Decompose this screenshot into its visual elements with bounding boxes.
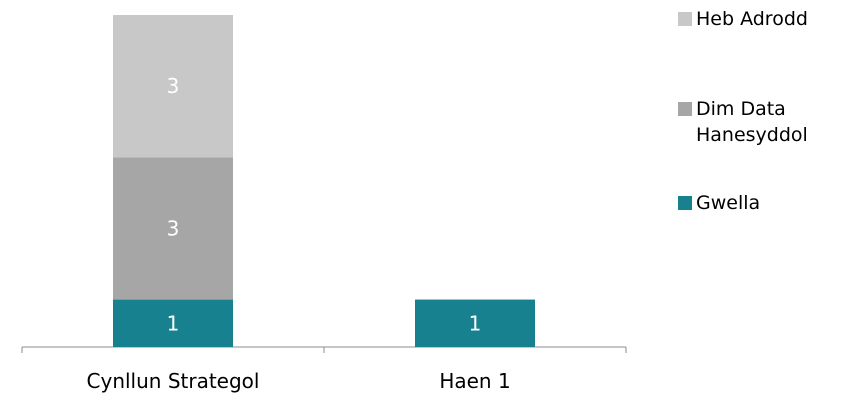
data-label-gwella-cynllun-strategol: 1 [167, 311, 180, 335]
bar-gwella-haen-1 [415, 299, 535, 347]
data-label-dim-data-hanesyddol-cynllun-strategol: 3 [167, 216, 180, 240]
stacked-bar-chart: 1 3 3 Cynllun Strategol 1 Haen 1 [21, 15, 627, 393]
x-tick-label-haen-1: Haen 1 [439, 369, 510, 393]
legend-swatch-gwella [678, 196, 692, 210]
legend-label-dim-data-hanesyddol: Dim Data Hanesyddol [696, 98, 808, 146]
x-tick-label-cynllun-strategol: Cynllun Strategol [87, 369, 260, 393]
data-label-heb-adrodd-cynllun-strategol: 3 [167, 74, 180, 98]
bar-heb-adrodd-cynllun-strategol [113, 15, 233, 158]
legend-label-gwella: Gwella [696, 192, 761, 214]
legend-item-gwella: Gwella [678, 190, 846, 216]
legend-label-heb-adrodd: Heb Adrodd [696, 8, 808, 30]
legend-item-dim-data-hanesyddol: Dim Data Hanesyddol [678, 96, 846, 148]
data-label-gwella-haen-1: 1 [469, 311, 482, 335]
legend-swatch-heb-adrodd [678, 12, 692, 26]
legend-item-heb-adrodd: Heb Adrodd [678, 6, 846, 32]
bar-gwella-cynllun-strategol [113, 299, 233, 347]
legend-swatch-dim-data-hanesyddol [678, 102, 692, 116]
bar-dim-data-hanesyddol-cynllun-strategol [113, 157, 233, 300]
